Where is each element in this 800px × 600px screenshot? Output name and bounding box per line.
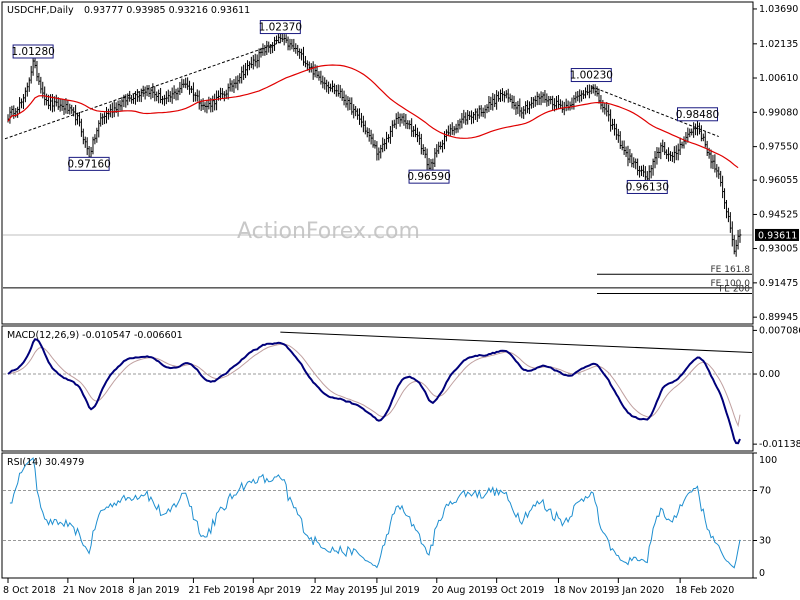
moving-average-line [7, 64, 739, 169]
trend-line-decline [591, 86, 719, 138]
time-axis-label: 18 Nov 2019 [553, 585, 614, 596]
swing-label-box [408, 169, 450, 184]
price-panel [1, 1, 754, 325]
time-axis-label: 3 Oct 2019 [492, 585, 545, 596]
time-axis-label: 21 Feb 2019 [188, 585, 247, 596]
swing-label: 1.00230 [570, 70, 613, 82]
time-axis-label: 8 Oct 2018 [3, 585, 56, 596]
price-axis-label: 0.97550 [759, 142, 798, 153]
time-axis-label: 22 May 2019 [310, 585, 372, 596]
macd-line [7, 338, 741, 445]
rsi-axis-label: 0 [759, 568, 765, 579]
watermark: ActionForex.com [237, 219, 420, 244]
price-axis-label: 1.00610 [759, 73, 798, 84]
time-axis-label: 20 Aug 2019 [432, 585, 493, 596]
price-axis-label: 1.03690 [759, 4, 798, 15]
current-price-box [755, 228, 799, 241]
price-layer: FE 161.8 FE 100.0FE 200 1.01280 0.97160 1.02… [3, 20, 752, 295]
price-axis-label: 0.91475 [759, 278, 798, 289]
axes-layer: 1.03690 1.02135 1.00610 0.99080 0.97550 0.960… [3, 4, 800, 596]
trend-line-channel [4, 41, 281, 140]
rsi-axis-label: 30 [759, 536, 771, 547]
macd-divergence-line [280, 331, 753, 353]
price-axis-label: 1.02135 [759, 39, 798, 50]
macd-axis-label: -0.011386 [759, 439, 800, 450]
rsi-panel [1, 452, 754, 579]
time-axis-label: 5 Jul 2019 [372, 585, 420, 596]
time-axis-label: 21 Nov 2018 [63, 585, 124, 596]
macd-signal-line [7, 343, 741, 428]
macd-axis-label: 0.007086 [759, 325, 800, 336]
swing-label: 1.02370 [259, 22, 302, 34]
swing-label-box [259, 20, 301, 35]
macd-title: MACD(12,26,9) -0.010547 -0.006601 [7, 330, 183, 341]
macd-axis-label: 0.00 [759, 369, 780, 380]
chart-header-symbol: USDCHF,Daily [7, 5, 74, 16]
price-axis-label: 0.99080 [759, 107, 798, 118]
current-price-label: 0.93611 [758, 230, 797, 241]
price-axis-label: 0.89945 [759, 312, 798, 323]
price-axis-label: 0.94525 [759, 209, 798, 220]
swing-label-box [68, 156, 110, 171]
fe-level-label: FE 200 [719, 285, 750, 295]
swing-label-box [570, 68, 612, 83]
time-axis-label: 18 Feb 2020 [675, 585, 734, 596]
swing-label: 0.96130 [626, 181, 669, 193]
swing-label-box [677, 107, 719, 122]
time-axis-label: 8 Jan 2019 [129, 585, 180, 596]
rsi-axis-label: 70 [759, 486, 771, 497]
rsi-axis-label: 100 [759, 455, 777, 466]
rsi-title: RSI(14) 30.4979 [7, 457, 84, 468]
fe-level-label: FE 100.0 [711, 279, 751, 289]
swing-label-box [626, 179, 668, 194]
swing-label: 0.96590 [407, 171, 450, 183]
swing-label-box [12, 44, 54, 59]
price-axis-label: 0.96055 [759, 175, 798, 186]
fe-level-label: FE 161.8 [711, 265, 751, 275]
swing-label: 0.98480 [676, 109, 719, 121]
time-axis-label: 8 Apr 2019 [248, 585, 301, 596]
price-axis-label: 0.93005 [759, 244, 798, 255]
swing-label: 1.01280 [11, 46, 54, 58]
chart-header-ohlc: 0.93777 0.93985 0.93216 0.93611 [84, 5, 250, 16]
macd-layer [3, 331, 753, 445]
macd-panel [1, 325, 754, 452]
rsi-line [9, 457, 741, 569]
rsi-layer [3, 457, 752, 569]
time-axis-label: 3 Jan 2020 [613, 585, 664, 596]
swing-label: 0.97160 [67, 158, 110, 170]
